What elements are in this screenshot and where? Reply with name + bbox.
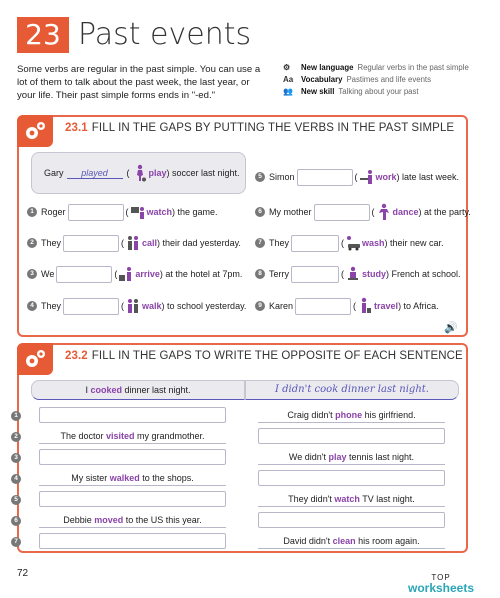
- answer-input-3[interactable]: [56, 265, 113, 283]
- answer-input-5[interactable]: [39, 491, 226, 507]
- exercise-title: 23.1 FILL IN THE GAPS BY PUTTING THE VERB…: [65, 122, 454, 134]
- answer-input-2[interactable]: [258, 428, 445, 444]
- answer-input-1[interactable]: [67, 203, 124, 221]
- example-answer: played: [66, 168, 123, 179]
- unit-number: 23: [17, 17, 69, 53]
- answer-input-4[interactable]: [258, 470, 445, 486]
- row-5: 5 They didn't watch TV last night.: [11, 491, 470, 511]
- page-title: Past events: [78, 17, 252, 52]
- answer-input-6[interactable]: [258, 512, 445, 528]
- exercise-number: 23.1: [65, 122, 88, 134]
- answer-input-8[interactable]: [291, 265, 339, 283]
- hotel-arrival-icon: [119, 267, 132, 281]
- answer-input-1[interactable]: [39, 407, 226, 423]
- meta-list: ⚙ New language Regular verbs in the past…: [283, 62, 469, 98]
- example-box: Gary played ( play ) soccer last night.: [31, 152, 246, 194]
- meta-new-language: ⚙ New language Regular verbs in the past…: [283, 62, 469, 74]
- meta-key: New skill: [301, 87, 335, 96]
- studying-icon: [348, 266, 358, 280]
- meta-value: Talking about your past: [338, 87, 419, 96]
- answer-input-9[interactable]: [295, 297, 352, 315]
- given-sentence: My sister walked to the shops.: [39, 470, 226, 486]
- given-sentence: David didn't clean his room again.: [258, 533, 445, 549]
- question-8: 8 Terry ( study ) French at school.: [255, 264, 461, 284]
- meta-vocabulary: Aa Vocabulary Pastimes and life events: [283, 74, 469, 86]
- meta-value: Pastimes and life events: [346, 75, 431, 84]
- intro-text: Some verbs are regular in the past simpl…: [17, 64, 261, 101]
- question-2: 2 They ( call ) their dad yesterday.: [27, 233, 241, 253]
- example-subject: Gary: [44, 168, 64, 178]
- exercise-gears-icon: [17, 115, 53, 147]
- given-sentence: They didn't watch TV last night.: [258, 491, 445, 507]
- gears-icon: ⚙: [283, 63, 291, 72]
- meta-new-skill: 👥 New skill Talking about your past: [283, 86, 469, 98]
- question-5: 5 Simon ( work ) late last week.: [255, 167, 459, 187]
- dancing-icon: [378, 203, 389, 220]
- row-2: 2 The doctor visited my grandmother.: [11, 428, 470, 448]
- desk-work-icon: [359, 170, 372, 184]
- meta-key: Vocabulary: [301, 75, 343, 84]
- answer-input-7[interactable]: [39, 533, 226, 549]
- phone-call-icon: [128, 236, 139, 250]
- exercise-instruction: FILL IN THE GAPS TO WRITE THE OPPOSITE O…: [91, 350, 463, 362]
- row-6: 6 Debbie moved to the US this year.: [11, 512, 470, 532]
- exercise-number: 23.2: [65, 350, 88, 362]
- row-7: 7 David didn't clean his room again.: [11, 533, 470, 553]
- given-sentence: Craig didn't phone his girlfriend.: [258, 407, 445, 423]
- exercise-23-1: 23.1 FILL IN THE GAPS BY PUTTING THE VERB…: [17, 115, 471, 337]
- answer-input-5[interactable]: [296, 168, 353, 186]
- example-sentence: Gary played ( play ) soccer last night.: [44, 164, 240, 182]
- question-3: 3 We ( arrive ) at the hotel at 7pm.: [27, 264, 242, 284]
- aa-icon: Aa: [283, 75, 294, 84]
- given-sentence: Debbie moved to the US this year.: [39, 512, 226, 528]
- meta-key: New language: [301, 63, 354, 72]
- question-9: 9 Karen ( travel ) to Africa.: [255, 296, 439, 316]
- meta-value: Regular verbs in the past simple: [357, 63, 469, 72]
- answer-input-4[interactable]: [63, 297, 120, 315]
- answer-input-3[interactable]: [39, 449, 226, 465]
- answer-input-6[interactable]: [313, 203, 370, 221]
- exercise-23-2: 23.2 FILL IN THE GAPS TO WRITE THE OPPOSI…: [11, 343, 470, 553]
- row-1: 1 Craig didn't phone his girlfriend.: [11, 407, 470, 427]
- topworksheets-logo[interactable]: TOP worksheets: [408, 573, 475, 595]
- exercise-instruction: FILL IN THE GAPS BY PUTTING THE VERBS IN…: [91, 122, 455, 134]
- question-4: 4 They ( walk ) to school yesterday.: [27, 296, 246, 316]
- row-4: 4 My sister walked to the shops.: [11, 470, 470, 490]
- car-wash-icon: [347, 236, 361, 251]
- tv-watching-icon: [130, 207, 144, 219]
- traveler-icon: [361, 297, 372, 313]
- given-sentence: We didn't play tennis last night.: [258, 449, 445, 465]
- soccer-player-icon: [136, 164, 146, 182]
- exercise-title: 23.2 FILL IN THE GAPS TO WRITE THE OPPOSI…: [65, 350, 463, 362]
- question-1: 1 Roger ( watch ) the game.: [27, 202, 218, 222]
- example-sentence: I cooked dinner last night.: [31, 380, 245, 400]
- page-number: 72: [17, 568, 29, 579]
- row-3: 3 We didn't play tennis last night.: [11, 449, 470, 469]
- given-sentence: The doctor visited my grandmother.: [39, 428, 226, 444]
- question-6: 6 My mother ( dance ) at the party.: [255, 202, 471, 222]
- example-answer: I didn't cook dinner last night.: [245, 380, 459, 400]
- example-verb: play: [148, 168, 167, 178]
- answer-input-7[interactable]: [291, 234, 340, 252]
- speaker-icon[interactable]: 🔊: [444, 322, 458, 334]
- people-icon: 👥: [283, 87, 293, 96]
- question-7: 7 They ( wash ) their new car.: [255, 233, 444, 253]
- answer-input-2[interactable]: [63, 234, 120, 252]
- exercise-gears-icon: [17, 343, 53, 375]
- walking-icon: [128, 299, 139, 313]
